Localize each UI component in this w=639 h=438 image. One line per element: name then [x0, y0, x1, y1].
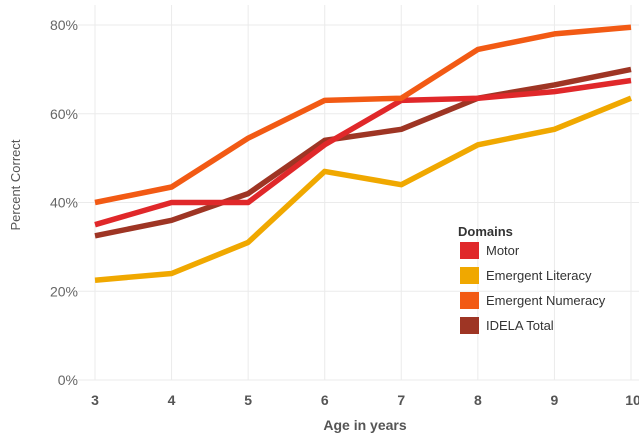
series-line-idela-total [94, 66, 632, 239]
series-line-emergent-literacy [94, 95, 633, 283]
legend-swatch [460, 317, 479, 334]
x-tick-label: 10 [625, 392, 639, 408]
y-tick-label: 80% [50, 17, 78, 33]
legend-title: Domains [458, 224, 513, 239]
x-axis-label: Age in years [323, 417, 406, 433]
y-axis-label: Percent Correct [8, 139, 23, 230]
y-tick-label: 0% [58, 372, 78, 388]
x-tick-label: 3 [91, 392, 99, 408]
x-tick-label: 6 [321, 392, 329, 408]
grid-lines [78, 5, 639, 381]
x-axis-ticks: 3 4 5 6 7 8 9 10 [91, 392, 639, 408]
y-tick-label: 60% [50, 106, 78, 122]
series-lines [94, 24, 633, 283]
series-line-motor [94, 77, 632, 228]
x-tick-label: 4 [168, 392, 176, 408]
legend-swatch [460, 267, 479, 284]
series-line-emergent-numeracy [94, 24, 632, 206]
legend-entry: IDELA Total [486, 318, 554, 333]
legend-swatch [460, 242, 479, 259]
x-tick-label: 5 [244, 392, 252, 408]
y-tick-label: 20% [50, 283, 78, 299]
y-axis-ticks: 0% 20% 40% 60% 80% [50, 17, 78, 388]
legend-entry: Emergent Numeracy [486, 293, 606, 308]
legend: Domains Motor Emergent Literacy Emergent N… [458, 224, 606, 334]
x-tick-label: 7 [397, 392, 405, 408]
x-tick-label: 9 [551, 392, 559, 408]
y-tick-label: 40% [50, 195, 78, 211]
legend-entry: Motor [486, 243, 520, 258]
x-tick-label: 8 [474, 392, 482, 408]
legend-swatch [460, 292, 479, 309]
legend-entry: Emergent Literacy [486, 268, 592, 283]
